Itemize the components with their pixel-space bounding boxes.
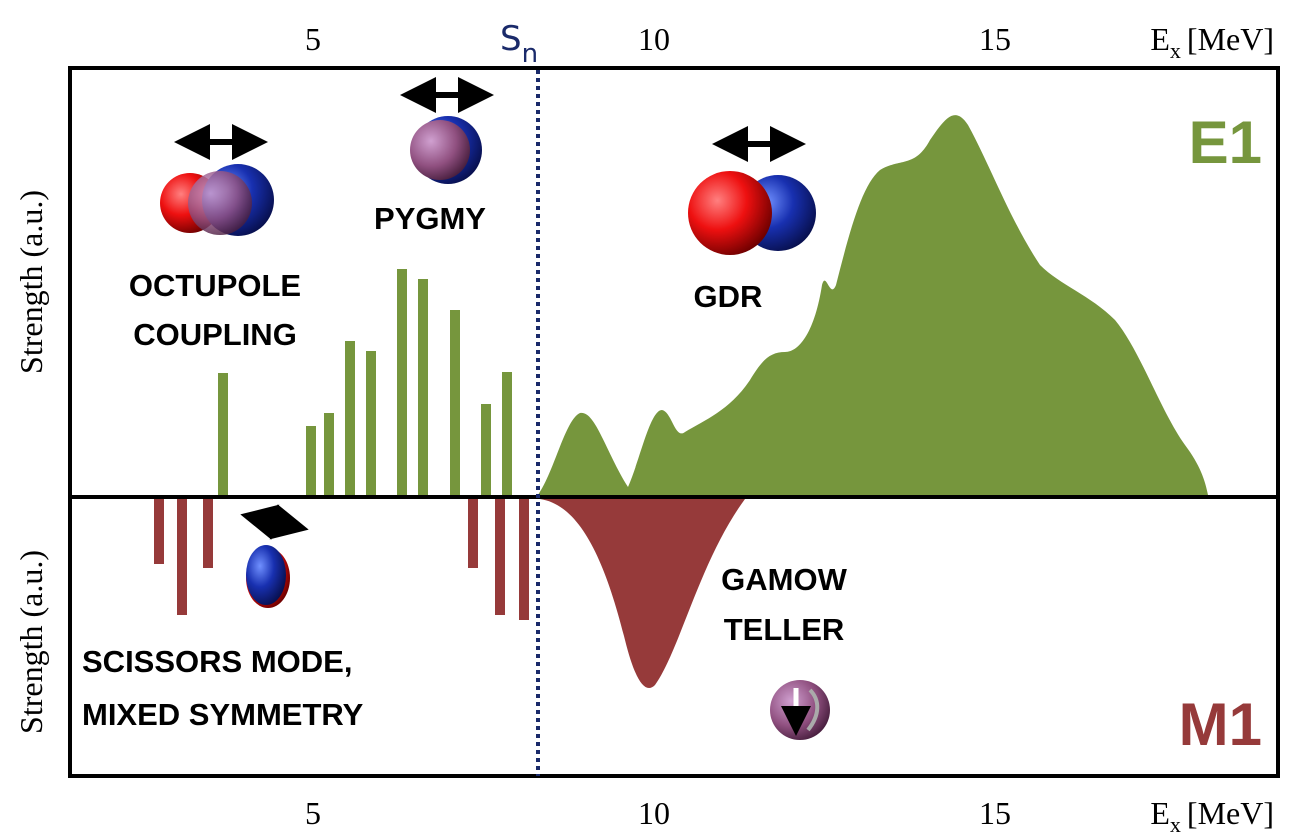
x-tick-label: 10: [638, 795, 670, 831]
x-tick-label: 15: [979, 21, 1011, 57]
gdr-area: [538, 115, 1208, 495]
panel-label: E1: [1189, 109, 1262, 176]
e1-bars: [218, 269, 512, 495]
panel-label: M1: [1179, 691, 1262, 758]
annotation: OCTUPOLE: [129, 268, 301, 303]
frame: [68, 66, 1280, 778]
octupole-icon: [160, 124, 274, 236]
pygmy-icon: [400, 77, 494, 184]
x-tick-label: 5: [305, 795, 321, 831]
threshold-label: Sn: [500, 19, 538, 69]
annotation: PYGMY: [374, 201, 486, 236]
annotation: GAMOW: [721, 562, 847, 597]
annotation: GDR: [694, 279, 763, 314]
gamow-teller-area: [540, 499, 745, 688]
x-tick-label: 5: [305, 21, 321, 57]
x-axis-label: Ex [MeV]: [1150, 795, 1274, 837]
annotation: TELLER: [724, 612, 845, 647]
x-tick-label: 10: [638, 21, 670, 57]
m1-bars: [154, 499, 529, 620]
gdr-icon: [688, 126, 816, 255]
annotation: COUPLING: [133, 317, 297, 352]
y-axis-label: Strength (a.u.): [13, 550, 49, 734]
annotation: MIXED SYMMETRY: [82, 697, 364, 732]
y-axis-label: Strength (a.u.): [13, 190, 49, 374]
x-axis-label: Ex [MeV]: [1150, 21, 1274, 63]
scissors-icon: [240, 504, 309, 608]
annotation: SCISSORS MODE,: [82, 644, 352, 679]
x-tick-label: 15: [979, 795, 1011, 831]
spin-icon: [770, 680, 830, 740]
